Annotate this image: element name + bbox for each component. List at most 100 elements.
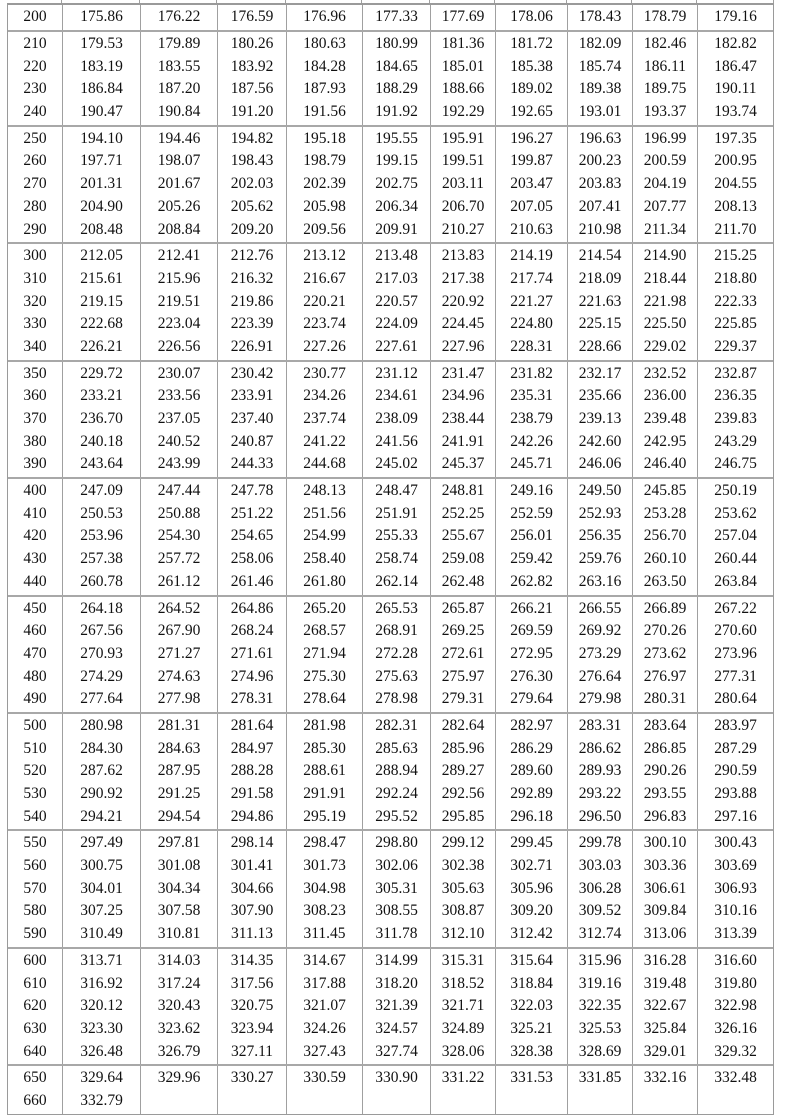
value-cell: 210.27 [431,217,496,243]
value-cell: 313.39 [714,925,757,943]
value-cell: 258.06 [218,547,287,572]
table-row: 640 326.48 326.79 327.11 327.43 327.74 328.06 3… [8,1039,773,1065]
value-cell: 273.62 [633,641,698,667]
value-cell: 322.35 [568,994,633,1019]
value-cell: 328.69 [568,1039,633,1065]
table-row: 590 310.49 310.81 311.13 311.45 311.78 312.10 3… [8,922,773,947]
value-cell: 177.33 [363,5,431,30]
row-label-cell: 440 [8,569,63,595]
value-cell: 264.52 [141,596,218,622]
value-cell: 196.27 [496,126,568,152]
value-cell: 204.19 [633,172,698,197]
value-cell: 221.27 [496,289,568,315]
value-cell: 324.89 [431,1016,496,1042]
value-cell: 320.12 [63,994,141,1019]
value-cell: 254.65 [218,524,287,550]
value-cell: 307.90 [218,899,287,925]
value-cell: 331.53 [496,1066,568,1091]
value-cell: 331.22 [431,1066,496,1091]
value-cell: 268.91 [363,619,431,644]
value-cell: 181.72 [496,32,568,57]
table-row: 300 212.05 212.41 212.76 213.12 213.48 213.83 2… [8,244,773,269]
value-cell: 329.96 [141,1066,218,1091]
value-cell: 274.96 [218,664,287,690]
value-cell: 241.22 [287,429,363,455]
value-cell: 281.98 [287,713,363,739]
value-cell: 257.72 [141,547,218,572]
value-cell: 329.64 [63,1066,141,1091]
value-cell: 194.10 [63,126,141,152]
row-label-cell: 420 [8,524,63,550]
value-cell: 208.48 [63,217,141,243]
value-cell: 299.45 [496,831,568,857]
row-label-cell: 570 [8,876,63,902]
value-cell: 258.40 [287,547,363,572]
value-cell: 244.33 [218,452,287,478]
row-label-cell: 480 [8,664,63,690]
value-cell: 301.73 [287,854,363,879]
value-cell: 253.62 [714,504,757,522]
value-cell: 197.35 [714,129,757,147]
value-cell: 267.90 [141,619,218,644]
value-cell: 246.06 [568,452,633,478]
value-cell [633,1088,698,1114]
value-cell: 225.50 [633,312,698,337]
value-cell: 332.79 [63,1088,141,1114]
value-cell: 183.55 [141,54,218,80]
value-cell: 255.33 [363,524,431,550]
value-cell: 229.37 [714,337,757,355]
value-cell: 247.09 [63,479,141,504]
row-label-cell: 260 [8,149,63,175]
value-cell: 200.59 [633,149,698,175]
value-cell: 256.35 [568,524,633,550]
table-row: 450 264.18 264.52 264.86 265.20 265.53 265.87 2… [8,596,773,622]
row-label-cell: 430 [8,547,63,572]
value-cell: 225.85 [714,315,757,333]
value-cell: 229.72 [63,361,141,387]
value-cell: 324.26 [287,1016,363,1042]
value-cell: 210.63 [496,217,568,243]
table-row: 390 243.64 243.99 244.33 244.68 245.02 245.37 2… [8,452,773,478]
value-cell: 243.99 [141,452,218,478]
value-cell [496,1088,568,1114]
value-cell: 245.71 [496,452,568,478]
value-cell: 250.19 [714,482,757,500]
value-cell: 309.84 [633,899,698,925]
value-cell: 296.18 [496,804,568,830]
value-cell: 178.06 [496,5,568,30]
value-cell: 236.00 [633,384,698,410]
table-row: 460 267.56 267.90 268.24 268.57 268.91 269.25 2… [8,619,773,644]
table-row: 510 284.30 284.63 284.97 285.30 285.63 285.96 2… [8,736,773,762]
value-cell: 259.08 [431,547,496,572]
value-cell: 268.57 [287,619,363,644]
value-cell: 260.78 [63,569,141,595]
value-cell: 238.09 [363,407,431,432]
value-cell: 187.93 [287,77,363,103]
value-cell: 267.22 [714,599,757,617]
value-cell: 183.19 [63,54,141,80]
row-group: 450 264.18 264.52 264.86 265.20 265.53 265.87 2… [8,594,773,712]
value-cell: 226.21 [63,334,141,360]
row-label-cell: 270 [8,172,63,197]
table-row: 500 280.98 281.31 281.64 281.98 282.31 282.64 2… [8,713,773,739]
value-cell: 195.18 [287,126,363,152]
value-cell: 323.62 [141,1016,218,1042]
value-cell: 281.64 [218,713,287,739]
value-cell: 193.01 [568,100,633,125]
value-cell: 284.30 [63,736,141,762]
value-cell: 315.31 [431,948,496,974]
value-cell: 243.64 [63,452,141,478]
value-cell: 248.47 [363,479,431,504]
value-cell: 318.52 [431,971,496,997]
value-cell: 297.16 [714,807,757,825]
row-group: 350 229.72 230.07 230.42 230.77 231.12 231.47 2… [8,359,773,478]
value-cell: 241.56 [363,429,431,455]
table-row: 290 208.48 208.84 209.20 209.56 209.91 210.27 2… [8,217,773,243]
value-cell: 224.09 [363,312,431,337]
value-cell: 317.88 [287,971,363,997]
value-cell: 324.57 [363,1016,431,1042]
table-row: 380 240.18 240.52 240.87 241.22 241.56 241.91 2… [8,429,773,455]
value-cell: 269.59 [496,619,568,644]
value-cell: 285.30 [287,736,363,762]
table-row: 620 320.12 320.43 320.75 321.07 321.39 321.71 3… [8,994,773,1019]
